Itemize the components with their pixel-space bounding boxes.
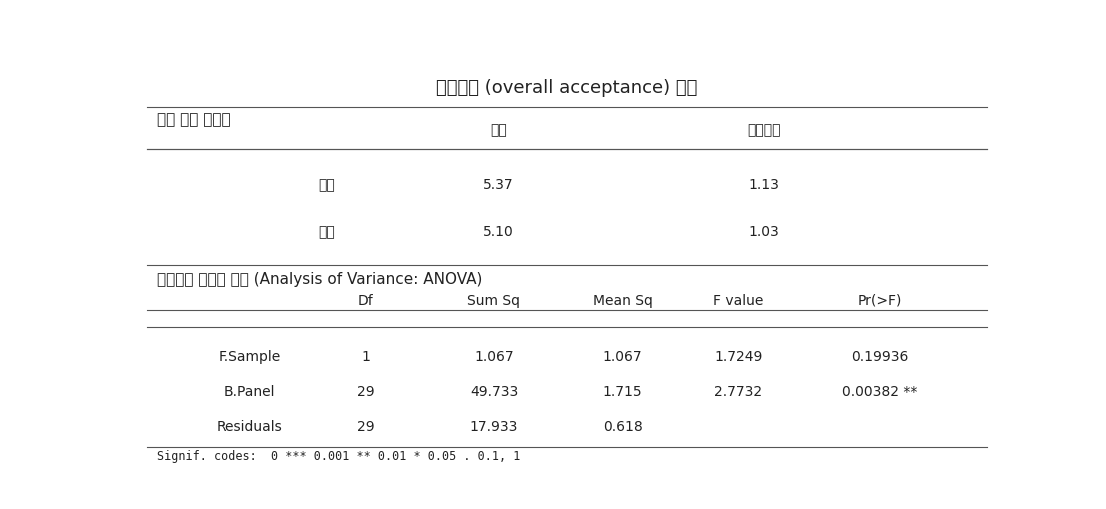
Text: 종합기호 (overall acceptance) 분석: 종합기호 (overall acceptance) 분석: [436, 79, 698, 97]
Text: 1.715: 1.715: [603, 384, 643, 398]
Text: 기호평균 유의차 검정 (Analysis of Variance: ANOVA): 기호평균 유의차 검정 (Analysis of Variance: ANOVA…: [157, 272, 482, 287]
Text: 29: 29: [356, 419, 374, 433]
Text: F value: F value: [713, 293, 763, 307]
Text: 2.7732: 2.7732: [714, 384, 762, 398]
Text: 1.7249: 1.7249: [714, 349, 762, 363]
Text: 미강: 미강: [319, 224, 335, 239]
Text: Sum Sq: Sum Sq: [468, 293, 521, 307]
Text: 기본: 기본: [319, 178, 335, 191]
Text: 평균 요약 테이블: 평균 요약 테이블: [157, 112, 231, 127]
Text: F.Sample: F.Sample: [219, 349, 281, 363]
Text: Mean Sq: Mean Sq: [593, 293, 653, 307]
Text: 1.03: 1.03: [749, 224, 780, 239]
Text: 평균: 평균: [490, 123, 507, 136]
Text: 5.10: 5.10: [483, 224, 513, 239]
Text: 29: 29: [356, 384, 374, 398]
Text: 49.733: 49.733: [470, 384, 518, 398]
Text: 1.13: 1.13: [749, 178, 780, 191]
Text: B.Panel: B.Panel: [223, 384, 275, 398]
Text: Residuals: Residuals: [217, 419, 282, 433]
Text: 5.37: 5.37: [483, 178, 513, 191]
Text: 0.19936: 0.19936: [851, 349, 908, 363]
Text: 표준편차: 표준편차: [748, 123, 781, 136]
Text: 17.933: 17.933: [470, 419, 518, 433]
Text: 1.067: 1.067: [603, 349, 643, 363]
Text: 0.618: 0.618: [603, 419, 643, 433]
Text: 1.067: 1.067: [474, 349, 514, 363]
Text: Signif. codes:  0 *** 0.001 ** 0.01 * 0.05 . 0.1, 1: Signif. codes: 0 *** 0.001 ** 0.01 * 0.0…: [157, 449, 521, 462]
Text: 0.00382 **: 0.00382 **: [842, 384, 917, 398]
Text: Pr(>F): Pr(>F): [857, 293, 901, 307]
Text: Df: Df: [357, 293, 373, 307]
Text: 1: 1: [361, 349, 369, 363]
